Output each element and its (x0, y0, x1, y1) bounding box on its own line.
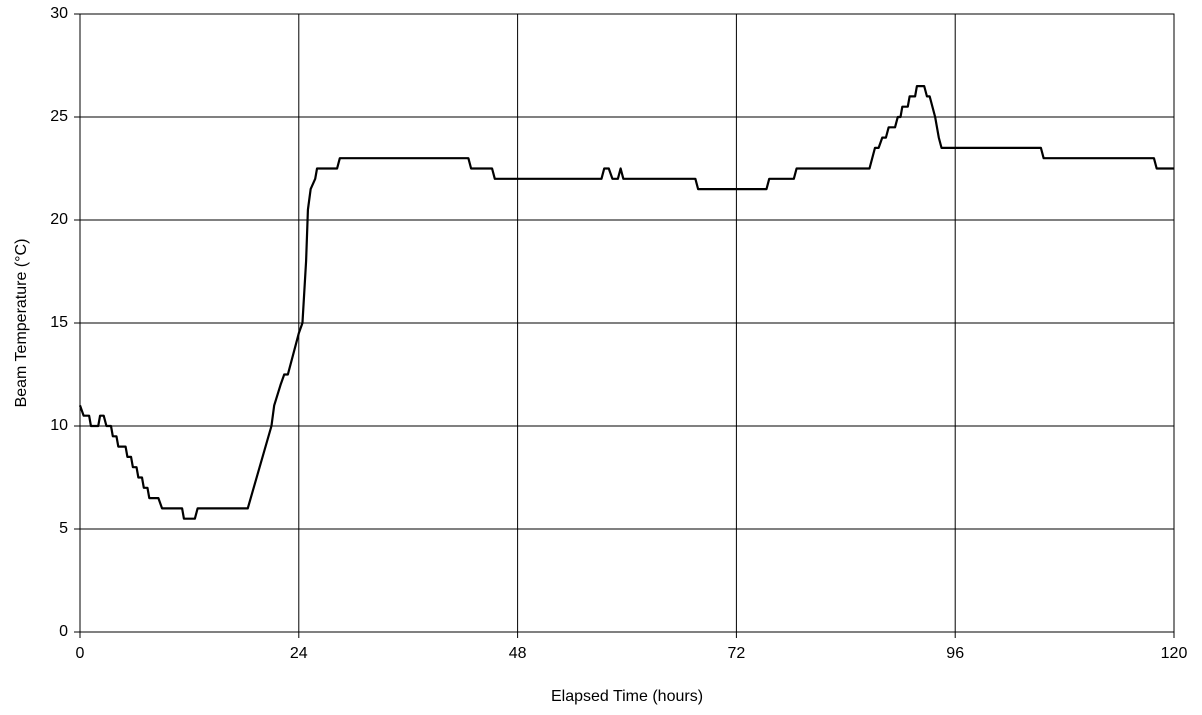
x-tick-label: 120 (1161, 645, 1188, 662)
x-tick-label: 48 (509, 645, 527, 662)
x-axis-label: Elapsed Time (hours) (551, 688, 703, 705)
data-line (78, 85, 1174, 520)
y-tick-label: 25 (50, 108, 68, 125)
x-tick-label: 96 (946, 645, 964, 662)
x-tick-label: 24 (290, 645, 308, 662)
x-tick-label: 0 (76, 645, 85, 662)
y-tick-label: 10 (50, 417, 68, 434)
y-axis-label: Beam Temperature (°C) (13, 239, 30, 408)
y-tick-label: 15 (50, 314, 68, 331)
x-tick-label: 72 (728, 645, 746, 662)
y-tick-label: 30 (50, 5, 68, 22)
y-tick-label: 5 (59, 520, 68, 537)
y-tick-label: 20 (50, 211, 68, 228)
y-tick-label: 0 (59, 623, 68, 640)
